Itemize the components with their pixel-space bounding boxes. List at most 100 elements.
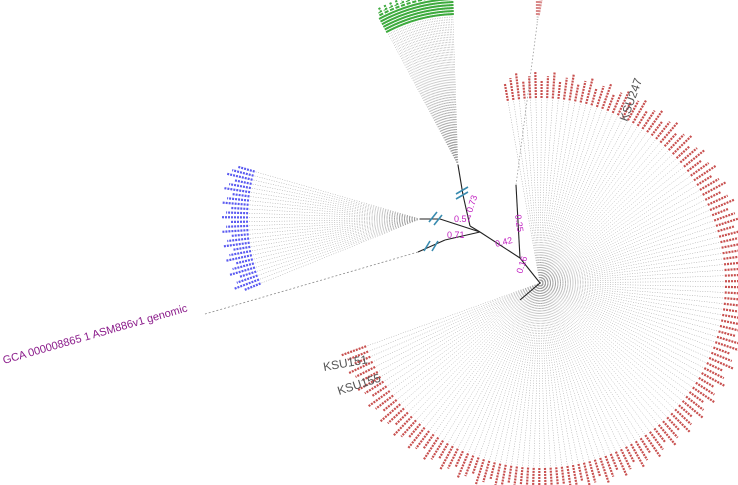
leaf-label-mark (604, 455, 615, 477)
leaf-leader-line (539, 282, 637, 442)
leaf-label-mark (716, 335, 738, 345)
leaf-leader-line (416, 20, 459, 166)
tree-branch (519, 257, 541, 284)
leaf-leader-line (442, 282, 541, 441)
leaf-leader-line (539, 241, 721, 284)
leaf-label-mark (226, 224, 249, 228)
bootstrap-0-25: 0.25 (513, 214, 525, 233)
leaf-leader-line (400, 282, 541, 405)
leaf-leader-line (539, 199, 706, 284)
leaf-label-mark (494, 463, 502, 485)
bootstrap-0-73: 0.73 (464, 194, 479, 214)
leaf-leader-line (401, 25, 459, 166)
leaf-label-mark (711, 207, 730, 217)
leaf-label-mark (394, 411, 409, 426)
leaf-label-mark (357, 375, 382, 391)
leaf-leader-line (421, 19, 459, 166)
leaf-leader-line (539, 282, 702, 374)
leaf-leader-line (524, 98, 541, 284)
leaf-label-mark (238, 270, 257, 279)
leaf-leader-line (539, 282, 725, 288)
leaf-leader-line (539, 264, 725, 284)
leaf-label-mark (230, 233, 249, 238)
leaf-label-mark (649, 431, 664, 451)
leaf-label-mark (601, 83, 613, 110)
leaf-label-mark (713, 346, 731, 355)
leaf-leader-line (539, 282, 687, 397)
leaf-label-mark (232, 262, 255, 271)
leaf-leader-line (413, 21, 459, 166)
leaf-leader-line (445, 15, 459, 166)
leaf-label-mark (405, 0, 415, 23)
leaf-leader-line (403, 282, 541, 409)
leaf-leader-line (539, 282, 722, 321)
leaf-label-mark (439, 0, 444, 16)
leaf-leader-line (539, 100, 570, 284)
leaf-leader-line (250, 191, 421, 220)
leaf-label-mark (411, 0, 420, 21)
leaf-leader-line (539, 128, 643, 284)
leaf-label-mark (509, 77, 515, 101)
leaf-leader-line (366, 282, 541, 347)
leaf-label-mark (546, 76, 550, 99)
leaf-label-mark (723, 302, 738, 307)
leaf-label-mark (706, 362, 724, 372)
leaf-leader-line (409, 22, 459, 166)
leaf-leader-line (539, 204, 708, 284)
leaf-leader-line (539, 153, 673, 284)
leaf-leader-line (386, 282, 541, 387)
leaf-leader-line (539, 282, 724, 305)
leaf-leader-line (539, 146, 665, 284)
leaf-label-mark (537, 0, 543, 16)
leaf-label-mark (657, 424, 677, 446)
leaf-label-mark (341, 345, 367, 357)
leaf-leader-line (253, 175, 421, 220)
leaf-leader-line (248, 200, 421, 220)
leaf-leader-line (539, 282, 546, 468)
leaf-leader-line (539, 282, 579, 465)
leaf-leader-line (539, 282, 551, 468)
leaf-label-mark (422, 433, 435, 450)
leaf-leader-line (429, 17, 459, 166)
leaf-leader-line (539, 282, 563, 467)
leaf-label-mark (381, 399, 398, 413)
leaf-label-mark (670, 412, 691, 433)
leaf-label-mark (228, 182, 252, 190)
leaf-label-mark (696, 174, 713, 187)
leaf-leader-line (428, 282, 541, 432)
leaf-leader-line (252, 218, 421, 260)
leaf-leader-line (539, 231, 718, 284)
leaf-leader-line (462, 282, 541, 452)
leaf-label-mark (557, 80, 562, 100)
leaf-label-mark (433, 0, 439, 17)
leaf-label-mark (698, 376, 715, 389)
tree-branches (204, 24, 541, 315)
leaf-leader-line (539, 282, 641, 439)
leaf-label-mark (663, 132, 678, 148)
leaf-label-mark (401, 0, 412, 24)
leaf-label-mark (355, 365, 376, 378)
bootstrap-0-16: 0.16 (514, 255, 529, 275)
leaf-leader-line (396, 282, 541, 401)
leaf-leader-line (539, 175, 691, 284)
leaf-leader-line (398, 27, 459, 166)
tree-branch (515, 184, 521, 259)
leaf-leader-line (403, 25, 459, 166)
leaf-label-mark (419, 0, 427, 19)
leaf-leader-line (248, 218, 421, 222)
leaf-label-mark (679, 147, 698, 164)
leaf-label-mark (522, 80, 526, 99)
leaf-leader-line (423, 18, 459, 166)
leaf-leader-line (539, 120, 629, 284)
tree-branch (417, 239, 446, 253)
clade-branch (515, 24, 538, 186)
leaf-label-mark (226, 254, 253, 262)
leaf-label-mark (719, 324, 738, 332)
leaf-label-mark (371, 385, 388, 398)
leaf-leader-line (539, 103, 587, 284)
leaf-leader-line (539, 282, 557, 468)
leaf-leader-line (539, 282, 705, 369)
leaf-label-mark (614, 451, 628, 476)
leaf-label-mark (222, 201, 249, 206)
leaf-leader-line (489, 282, 541, 461)
